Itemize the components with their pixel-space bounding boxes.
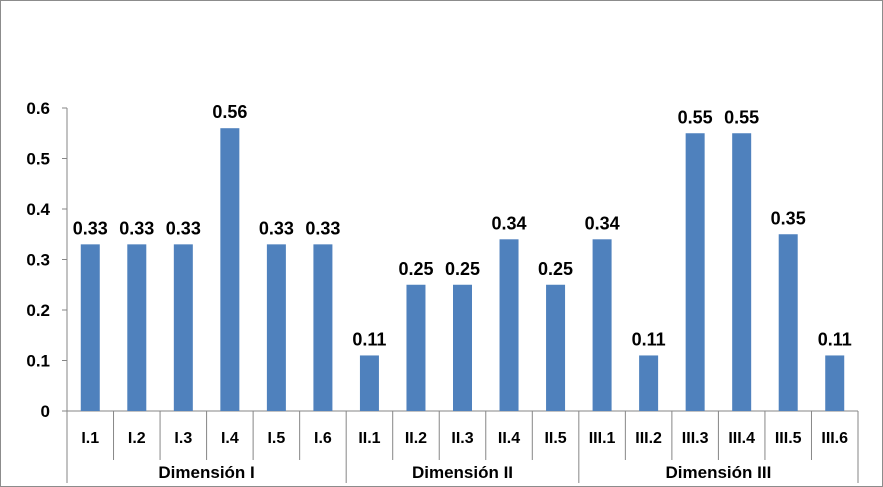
- bar: [406, 284, 426, 411]
- data-label: 0.25: [398, 259, 433, 279]
- data-label: 0.33: [166, 218, 201, 238]
- bar: [127, 244, 147, 411]
- bar: [778, 234, 798, 411]
- group-label: Dimensión III: [666, 463, 772, 482]
- bar: [173, 244, 193, 411]
- category-label: III.6: [821, 430, 848, 447]
- data-label: 0.11: [818, 329, 852, 349]
- category-label: I.5: [267, 430, 285, 447]
- y-tick-label: 0.1: [26, 352, 50, 371]
- y-tick-label: 0.6: [26, 99, 50, 118]
- category-label: II.3: [451, 430, 473, 447]
- data-label: 0.35: [771, 208, 806, 228]
- category-label: II.4: [498, 430, 520, 447]
- y-tick-label: 0: [41, 402, 50, 421]
- bar: [825, 355, 845, 411]
- y-tick-label: 0.5: [26, 150, 50, 169]
- bar: [359, 355, 379, 411]
- data-label: 0.33: [305, 218, 340, 238]
- data-label: 0.33: [259, 218, 294, 238]
- category-label: I.6: [314, 430, 332, 447]
- data-label: 0.33: [73, 218, 108, 238]
- data-label: 0.25: [445, 259, 480, 279]
- bar: [80, 244, 100, 411]
- y-tick-label: 0.4: [26, 200, 50, 219]
- data-label: 0.34: [585, 213, 620, 233]
- category-label: I.1: [81, 430, 99, 447]
- bar: [453, 284, 472, 411]
- bar: [313, 244, 333, 411]
- category-label: II.5: [544, 430, 566, 447]
- bar: [732, 133, 752, 411]
- data-label: 0.33: [119, 218, 154, 238]
- y-tick-label: 0.2: [26, 301, 50, 320]
- data-label: 0.11: [352, 329, 386, 349]
- category-label: I.3: [174, 430, 192, 447]
- data-label: 0.56: [212, 102, 247, 122]
- bar: [220, 128, 240, 411]
- category-label: I.2: [128, 430, 146, 447]
- bar: [546, 284, 566, 411]
- data-label: 0.55: [724, 107, 759, 127]
- bar: [685, 133, 705, 411]
- bar: [592, 239, 612, 411]
- data-label: 0.25: [538, 259, 573, 279]
- bar: [639, 355, 659, 411]
- y-tick-label: 0.3: [26, 251, 50, 270]
- category-label: III.1: [589, 430, 616, 447]
- category-label: III.3: [682, 430, 709, 447]
- category-label: III.4: [728, 430, 755, 447]
- category-label: III.5: [775, 430, 802, 447]
- category-label: II.2: [405, 430, 427, 447]
- group-label: Dimensión II: [412, 463, 513, 482]
- category-label: II.1: [358, 430, 380, 447]
- category-label: I.4: [221, 430, 239, 447]
- data-label: 0.34: [492, 213, 527, 233]
- bar: [266, 244, 286, 411]
- group-label: Dimensión I: [158, 463, 254, 482]
- data-label: 0.11: [632, 329, 666, 349]
- data-label: 0.55: [678, 107, 713, 127]
- bar: [499, 239, 519, 411]
- category-label: III.2: [635, 430, 662, 447]
